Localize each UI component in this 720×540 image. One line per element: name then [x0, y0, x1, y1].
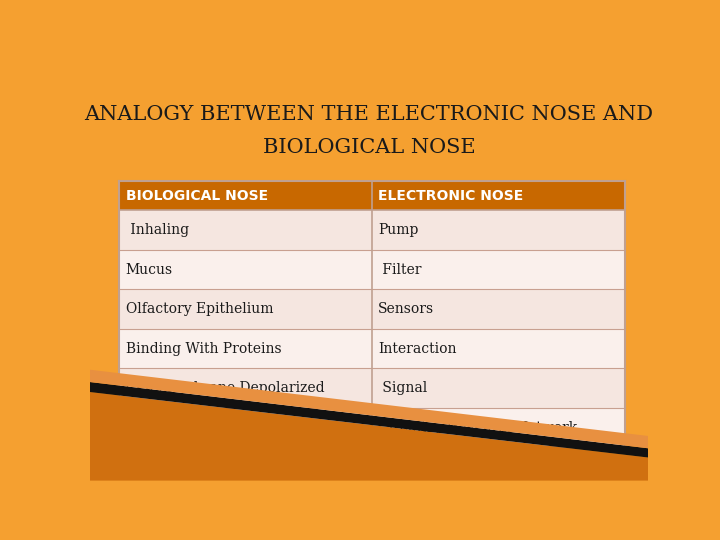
Polygon shape [90, 382, 648, 457]
Text: Olfactory Epithelium: Olfactory Epithelium [126, 302, 273, 316]
Text: Cell Membrane Depolarized: Cell Membrane Depolarized [126, 381, 324, 395]
Text: Binding With Proteins: Binding With Proteins [126, 342, 282, 356]
Text: ELECTRONIC NOSE: ELECTRONIC NOSE [378, 189, 523, 203]
Text: Signal: Signal [378, 381, 428, 395]
Text: Sensors: Sensors [378, 302, 434, 316]
Bar [120, 289, 625, 329]
Text: BIOLOGICAL NOSE: BIOLOGICAL NOSE [126, 189, 268, 203]
Bar [120, 329, 625, 368]
Bar [120, 211, 625, 250]
Text: BIOLOGICAL NOSE: BIOLOGICAL NOSE [263, 138, 475, 158]
Text: Inhaling: Inhaling [126, 223, 189, 237]
Text: Circuitry & Neural Network: Circuitry & Neural Network [378, 421, 577, 435]
Text: Filter: Filter [378, 262, 422, 276]
Polygon shape [90, 370, 648, 448]
Text: Interaction: Interaction [378, 342, 456, 356]
Bar [120, 408, 625, 447]
Bar [120, 368, 625, 408]
Polygon shape [90, 392, 648, 481]
Bar [120, 250, 625, 289]
Text: Pump: Pump [378, 223, 418, 237]
Bar [120, 181, 625, 211]
Text: Nerve Impulses: Nerve Impulses [126, 421, 237, 435]
Bar [120, 181, 625, 447]
Text: ANALOGY BETWEEN THE ELECTRONIC NOSE AND: ANALOGY BETWEEN THE ELECTRONIC NOSE AND [84, 105, 654, 124]
Text: Mucus: Mucus [126, 262, 173, 276]
